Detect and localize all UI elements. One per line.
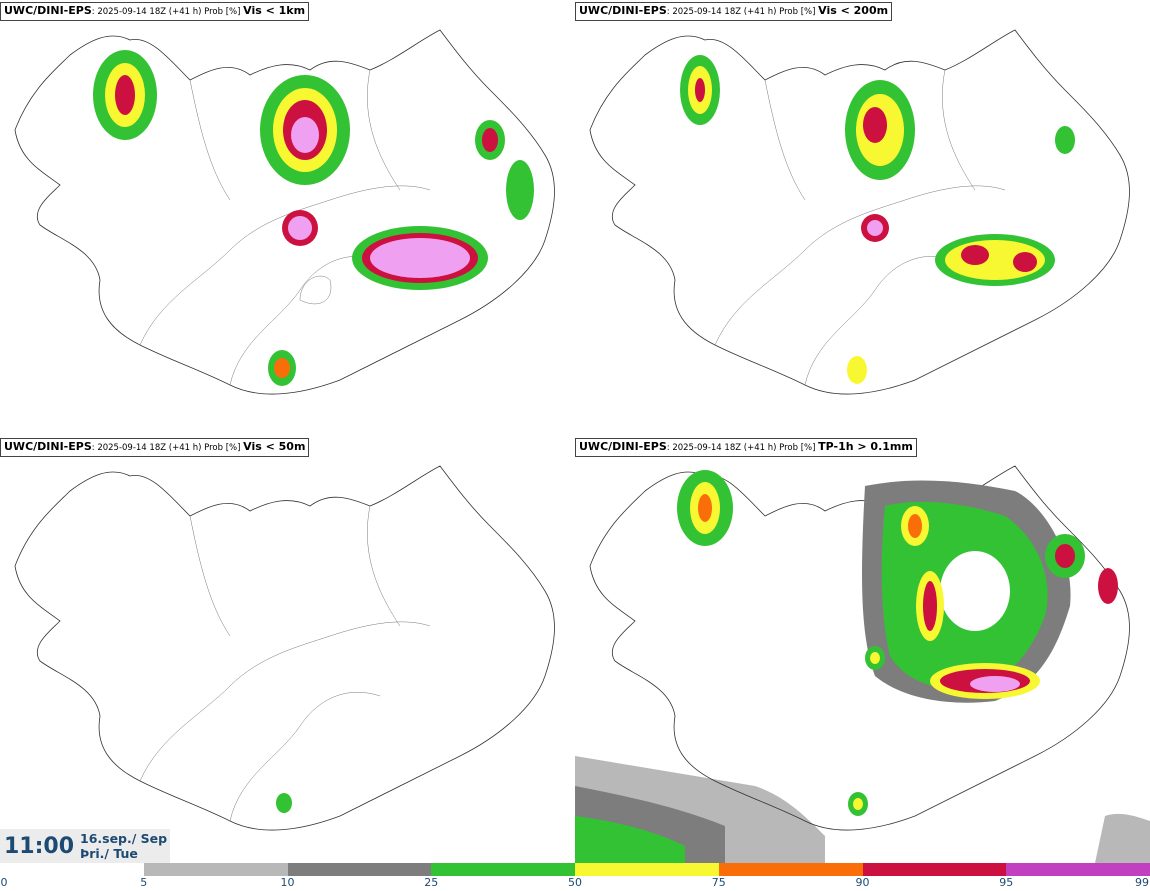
model-name: UWC/DINI-EPS [4,4,92,17]
valid-date-line1: 16.sep./ Sep [80,831,168,846]
valid-time-box: 11:00 16.sep./ Sep Þri./ Tue [0,829,170,863]
valid-time: 11:00 [4,834,75,859]
colorbar-tick-label: 5 [140,876,148,889]
probability-field [93,50,534,386]
valid-date-line2: Þri./ Tue [80,846,138,861]
colorbar-segment [575,863,719,876]
variable-name: Vis < 200m [818,4,889,17]
probability-field [677,470,1118,816]
variable-name: Vis < 1km [243,4,306,17]
colorbar-segment [0,863,144,876]
colorbar-segment [143,863,288,876]
panel-title: UWC/DINI-EPS: 2025-09-14 18Z (+41 h) Pro… [575,438,917,457]
iceland-coastline [589,465,1130,831]
colorbar-segment [862,863,1007,876]
map-panel-precip: UWC/DINI-EPS: 2025-09-14 18Z (+41 h) Pro… [575,436,1150,872]
model-name: UWC/DINI-EPS [4,440,92,453]
colorbar-tick-label: 95 [999,876,1014,889]
iceland-map [589,29,1130,395]
model-name: UWC/DINI-EPS [579,440,667,453]
model-name: UWC/DINI-EPS [579,4,667,17]
map-panel-vis-200m: UWC/DINI-EPS: 2025-09-14 18Z (+41 h) Pro… [575,0,1150,436]
run-info: : 2025-09-14 18Z (+41 h) Prob [%] [91,7,244,17]
iceland-map [575,465,1150,863]
panel-title: UWC/DINI-EPS: 2025-09-14 18Z (+41 h) Pro… [575,2,893,21]
map-panel-vis-1km: UWC/DINI-EPS: 2025-09-14 18Z (+41 h) Pro… [0,0,575,436]
probability-field-sea [575,756,1150,863]
colorbar-tick-label: 50 [568,876,582,889]
colorbar-tick-label: 75 [711,876,726,889]
colorbar-tick-label: 99 [1135,876,1149,889]
colorbar [0,863,1150,876]
run-info: : 2025-09-14 18Z (+41 h) Prob [%] [666,7,819,17]
run-info: : 2025-09-14 18Z (+41 h) Prob [%] [666,443,819,453]
iceland-coastline [589,29,1130,395]
colorbar-tick-label: 25 [424,876,439,889]
variable-name: TP-1h > 0.1mm [818,440,913,453]
valid-date: 16.sep./ Sep Þri./ Tue [80,831,167,861]
colorbar-tick-label: 0 [0,876,8,889]
probability-field [680,55,1075,384]
iceland-map [14,465,555,831]
iceland-map [14,29,555,395]
iceland-coastline [14,29,555,395]
iceland-coastline [14,465,555,831]
panel-title: UWC/DINI-EPS: 2025-09-14 18Z (+41 h) Pro… [0,438,310,457]
colorbar-tick-label: 10 [280,876,295,889]
variable-name: Vis < 50m [243,440,306,453]
colorbar-segment [287,863,432,876]
region-borders [714,69,1006,386]
colorbar-segment [718,863,863,876]
colorbar-segment [1006,863,1150,876]
map-panel-vis-50m: UWC/DINI-EPS: 2025-09-14 18Z (+41 h) Pro… [0,436,575,872]
run-info: : 2025-09-14 18Z (+41 h) Prob [%] [91,443,244,453]
region-borders [139,505,431,822]
colorbar-tick-label: 90 [855,876,870,889]
colorbar-segment [431,863,575,876]
panel-title: UWC/DINI-EPS: 2025-09-14 18Z (+41 h) Pro… [0,2,310,21]
probability-field [276,793,292,813]
